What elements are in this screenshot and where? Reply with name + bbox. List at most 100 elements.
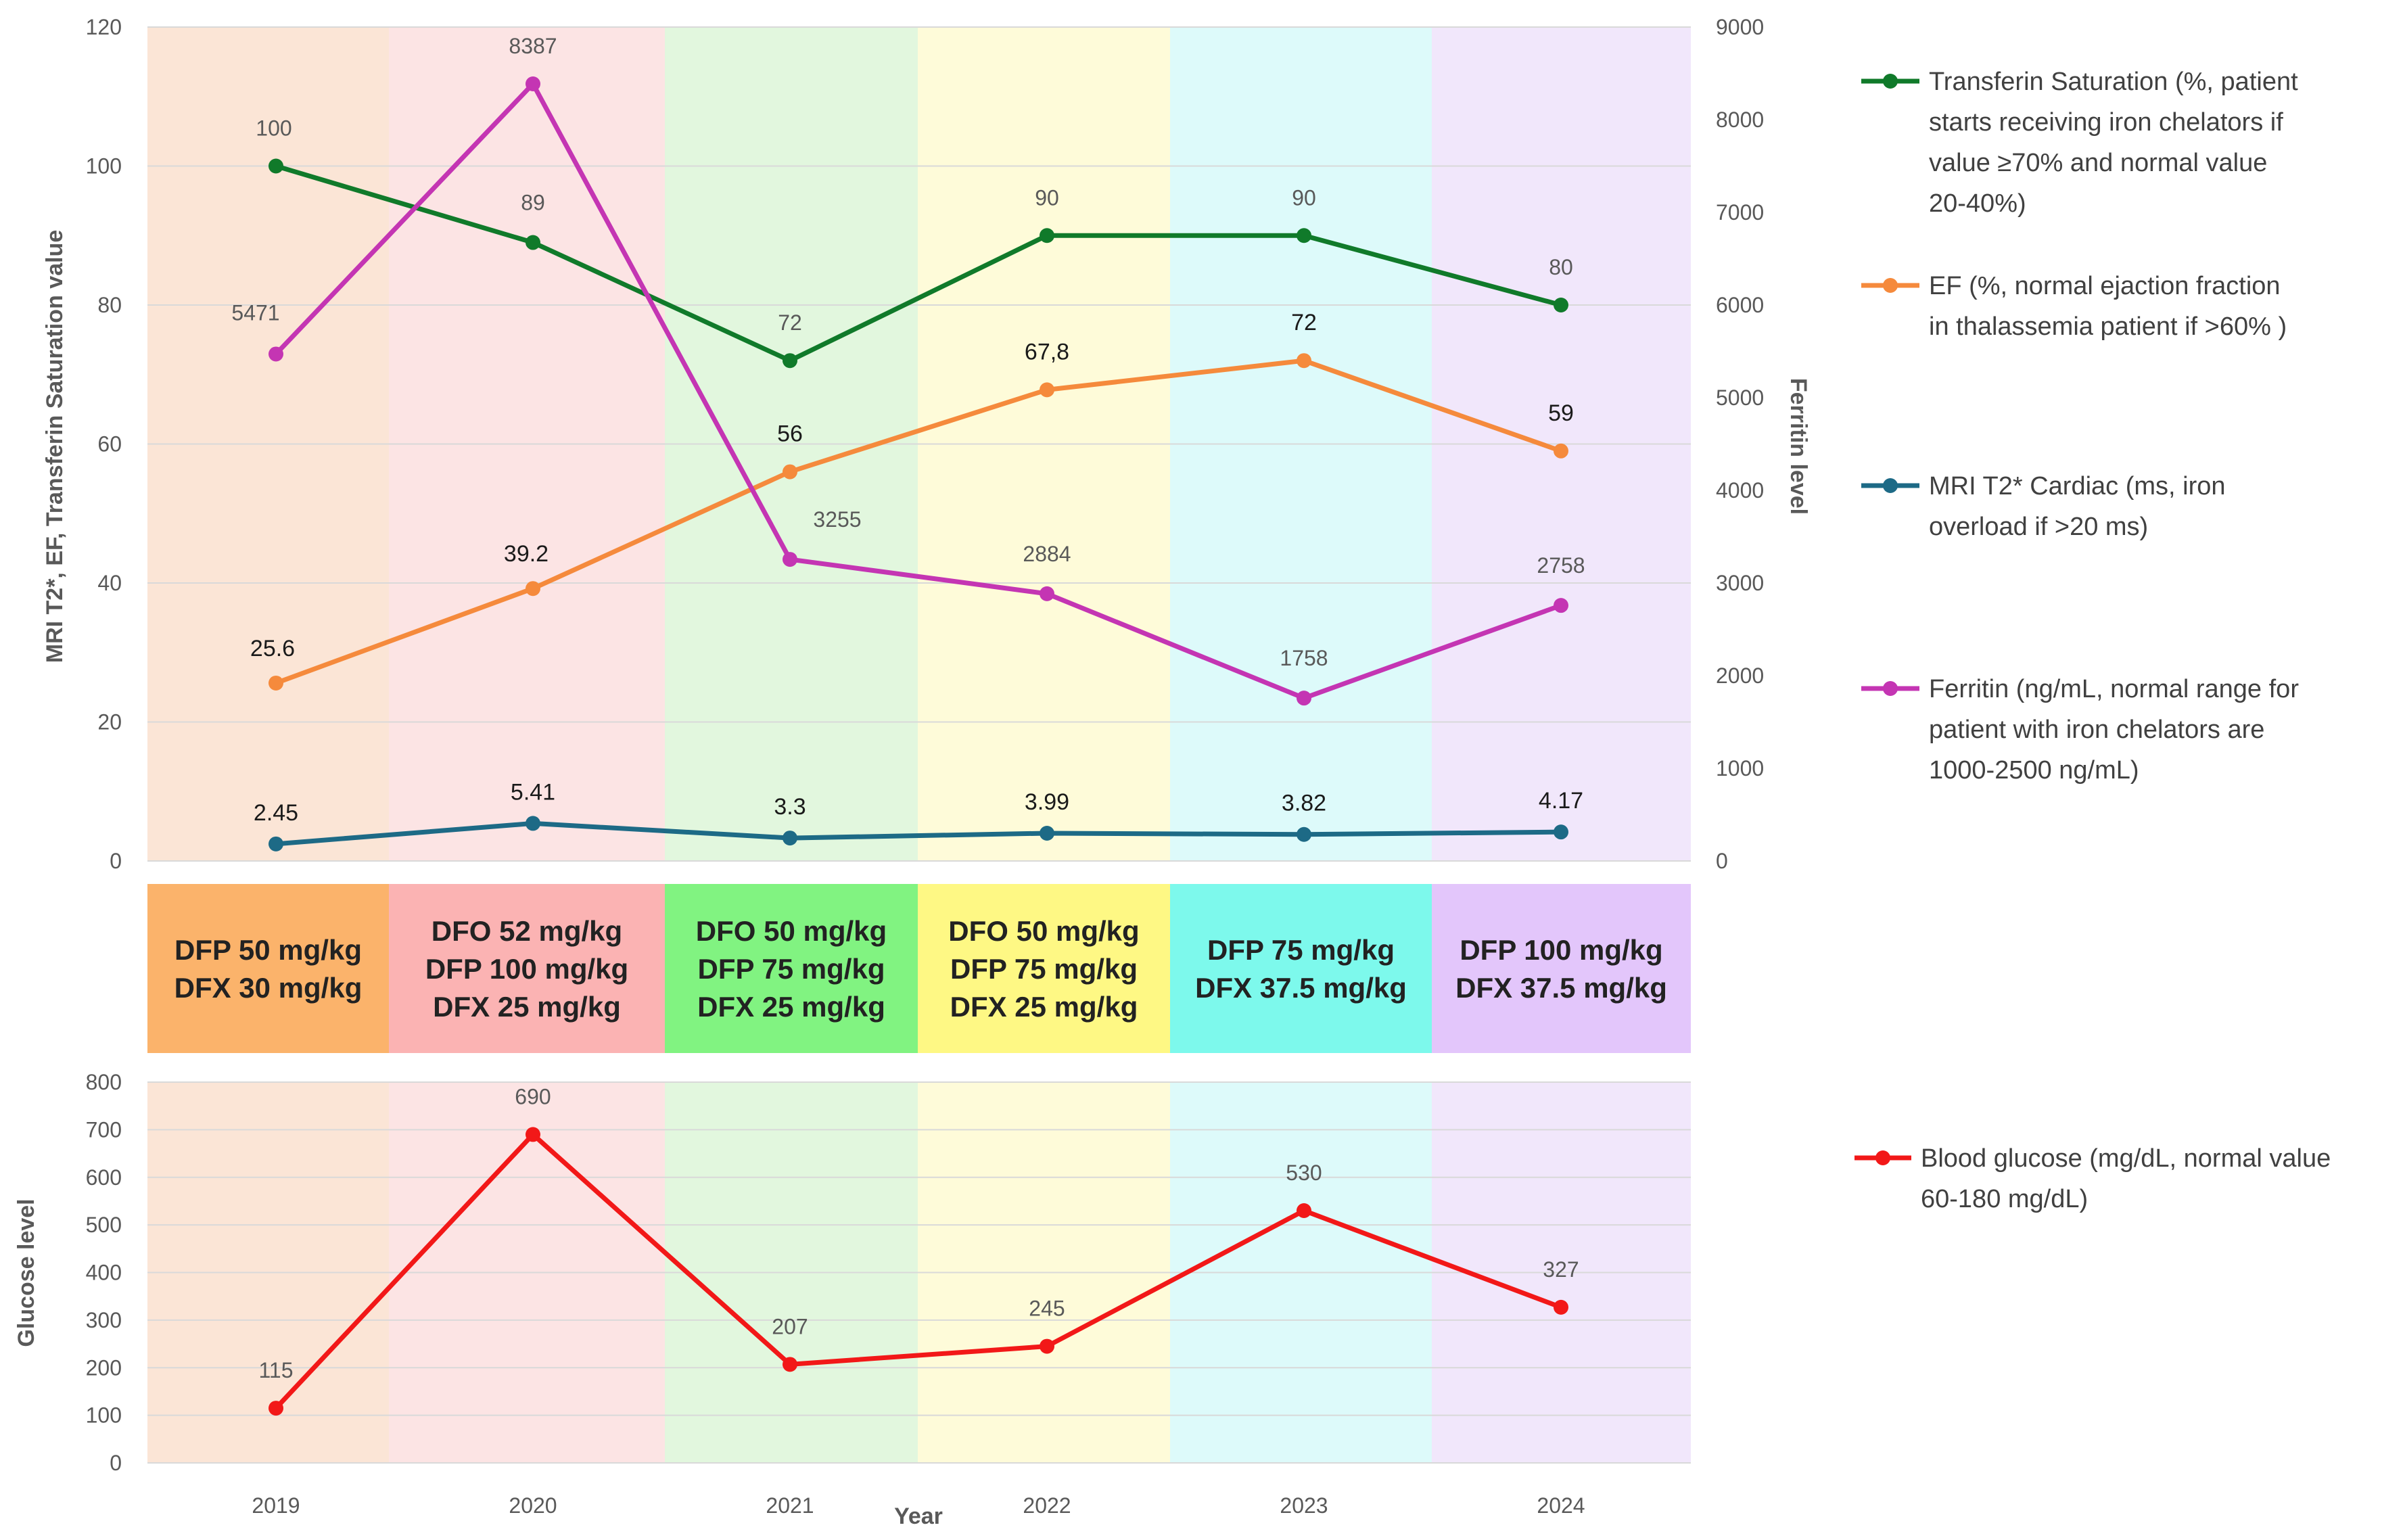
- data-point: [783, 464, 797, 480]
- data-point: [526, 1127, 540, 1142]
- data-point: [1554, 598, 1568, 613]
- regimen-label: DFP 100 mg/kg: [425, 953, 628, 985]
- regimen-label: DFP 75 mg/kg: [950, 953, 1138, 985]
- series-line: [274, 81, 1562, 701]
- data-label: 3.3: [774, 794, 806, 820]
- left-tick-label: 80: [97, 293, 122, 317]
- year-tick-label: 2020: [509, 1493, 557, 1518]
- regimen-label: DFP 50 mg/kg: [174, 934, 362, 966]
- right-tick-label: 9000: [1716, 15, 1764, 39]
- data-label: 8387: [509, 34, 557, 58]
- legend-marker: [1883, 478, 1898, 493]
- data-label: 100: [256, 116, 291, 141]
- legend-label: overload if >20 ms): [1929, 513, 2148, 541]
- regimen-cell: [147, 884, 389, 1053]
- regimen-label: DFX 37.5 mg/kg: [1455, 972, 1667, 1004]
- legend-label: MRI T2* Cardiac (ms, iron: [1929, 472, 2226, 500]
- left-tick-label: 100: [86, 154, 122, 179]
- regimen-cell: [1432, 884, 1691, 1053]
- series-line: [275, 820, 1562, 847]
- glucose-tick-label: 600: [86, 1165, 122, 1190]
- regimen-label: DFX 25 mg/kg: [697, 991, 885, 1023]
- year-tick-label: 2021: [766, 1493, 814, 1518]
- axes: Year MRI T2*, EF, Transferin Saturation …: [14, 15, 1811, 1529]
- year-tick-label: 2023: [1280, 1493, 1328, 1518]
- data-label: 530: [1286, 1161, 1322, 1185]
- data-point: [1297, 826, 1311, 842]
- data-label: 115: [258, 1358, 293, 1382]
- right-tick-label: 3000: [1716, 571, 1764, 595]
- glucose-axis-title: Glucose level: [14, 1198, 39, 1347]
- glucose-tick-label: 300: [86, 1308, 122, 1332]
- regimen-label: DFP 100 mg/kg: [1460, 934, 1662, 966]
- legend-label: Transferin Saturation (%, patient: [1929, 68, 2298, 96]
- data-label: 207: [772, 1314, 808, 1338]
- data-label: 59: [1548, 400, 1574, 426]
- regimen-label: DFX 25 mg/kg: [950, 991, 1138, 1023]
- data-point: [1554, 298, 1568, 312]
- data-point: [1040, 228, 1054, 243]
- data-point: [269, 158, 283, 174]
- series-line: [275, 164, 1562, 363]
- data-point: [783, 831, 797, 846]
- data-point: [526, 76, 540, 91]
- left-tick-label: 0: [110, 849, 122, 873]
- right-tick-label: 6000: [1716, 293, 1764, 317]
- data-point: [783, 353, 797, 369]
- regimen-cell: [1170, 884, 1432, 1053]
- data-label: 3.99: [1025, 789, 1069, 815]
- legend-label: EF (%, normal ejaction fraction: [1929, 272, 2281, 300]
- right-tick-label: 2000: [1716, 663, 1764, 688]
- data-label: 2.45: [254, 800, 298, 826]
- legend-label: Blood glucose (mg/dL, normal value: [1921, 1144, 2331, 1173]
- data-label: 56: [777, 421, 803, 447]
- data-label: 2758: [1537, 553, 1585, 578]
- data-point: [269, 346, 283, 362]
- data-point: [783, 1357, 797, 1372]
- data-point: [1297, 1203, 1311, 1219]
- data-label: 67,8: [1025, 339, 1069, 365]
- legend-marker: [1883, 681, 1898, 696]
- data-label: 90: [1292, 185, 1316, 210]
- data-point: [1554, 443, 1568, 459]
- data-point: [1040, 1338, 1054, 1354]
- data-point: [1554, 824, 1568, 840]
- data-point: [1040, 826, 1054, 841]
- legend-label: 60-180 mg/dL): [1921, 1185, 2088, 1213]
- legend-marker: [1883, 74, 1898, 89]
- legend-label: Ferritin (ng/mL, normal range for: [1929, 675, 2299, 703]
- glucose-tick-label: 0: [110, 1451, 122, 1475]
- glucose-tick-label: 700: [86, 1117, 122, 1142]
- regimen-cell: [665, 884, 918, 1053]
- data-point: [269, 675, 283, 691]
- glucose-tick-label: 200: [86, 1355, 122, 1380]
- legend-label: 20-40%): [1929, 189, 2026, 218]
- regimen-label: DFO 50 mg/kg: [948, 915, 1139, 947]
- data-point: [526, 581, 540, 597]
- data-label: 3.82: [1282, 791, 1326, 816]
- regimen-label: DFP 75 mg/kg: [1207, 934, 1395, 966]
- legend-label: 1000-2500 ng/mL): [1929, 756, 2139, 785]
- right-axis-title: Ferritin level: [1786, 378, 1811, 515]
- data-label: 245: [1029, 1297, 1065, 1321]
- series: 100 89 72 90 90 80 25.6 39.2 56 67,8 72 59 2.45 5.41 3…: [231, 34, 1585, 1416]
- data-point: [269, 836, 283, 851]
- right-tick-label: 8000: [1716, 108, 1764, 132]
- regimen-cell: [918, 884, 1170, 1053]
- data-point: [1040, 382, 1054, 398]
- data-label: 80: [1549, 255, 1573, 279]
- right-tick-label: 5000: [1716, 386, 1764, 410]
- legend-label: starts receiving iron chelators if: [1929, 108, 2283, 137]
- data-point: [1297, 228, 1311, 243]
- data-label: 1758: [1280, 646, 1328, 670]
- glucose-tick-label: 500: [86, 1213, 122, 1237]
- legend-marker: [1883, 278, 1898, 293]
- right-tick-label: 1000: [1716, 756, 1764, 780]
- right-tick-label: 4000: [1716, 478, 1764, 503]
- year-tick-label: 2024: [1537, 1493, 1585, 1518]
- data-label: 72: [1291, 310, 1317, 335]
- left-tick-label: 60: [97, 432, 122, 457]
- data-label: 2884: [1023, 542, 1071, 566]
- glucose-tick-label: 800: [86, 1070, 122, 1094]
